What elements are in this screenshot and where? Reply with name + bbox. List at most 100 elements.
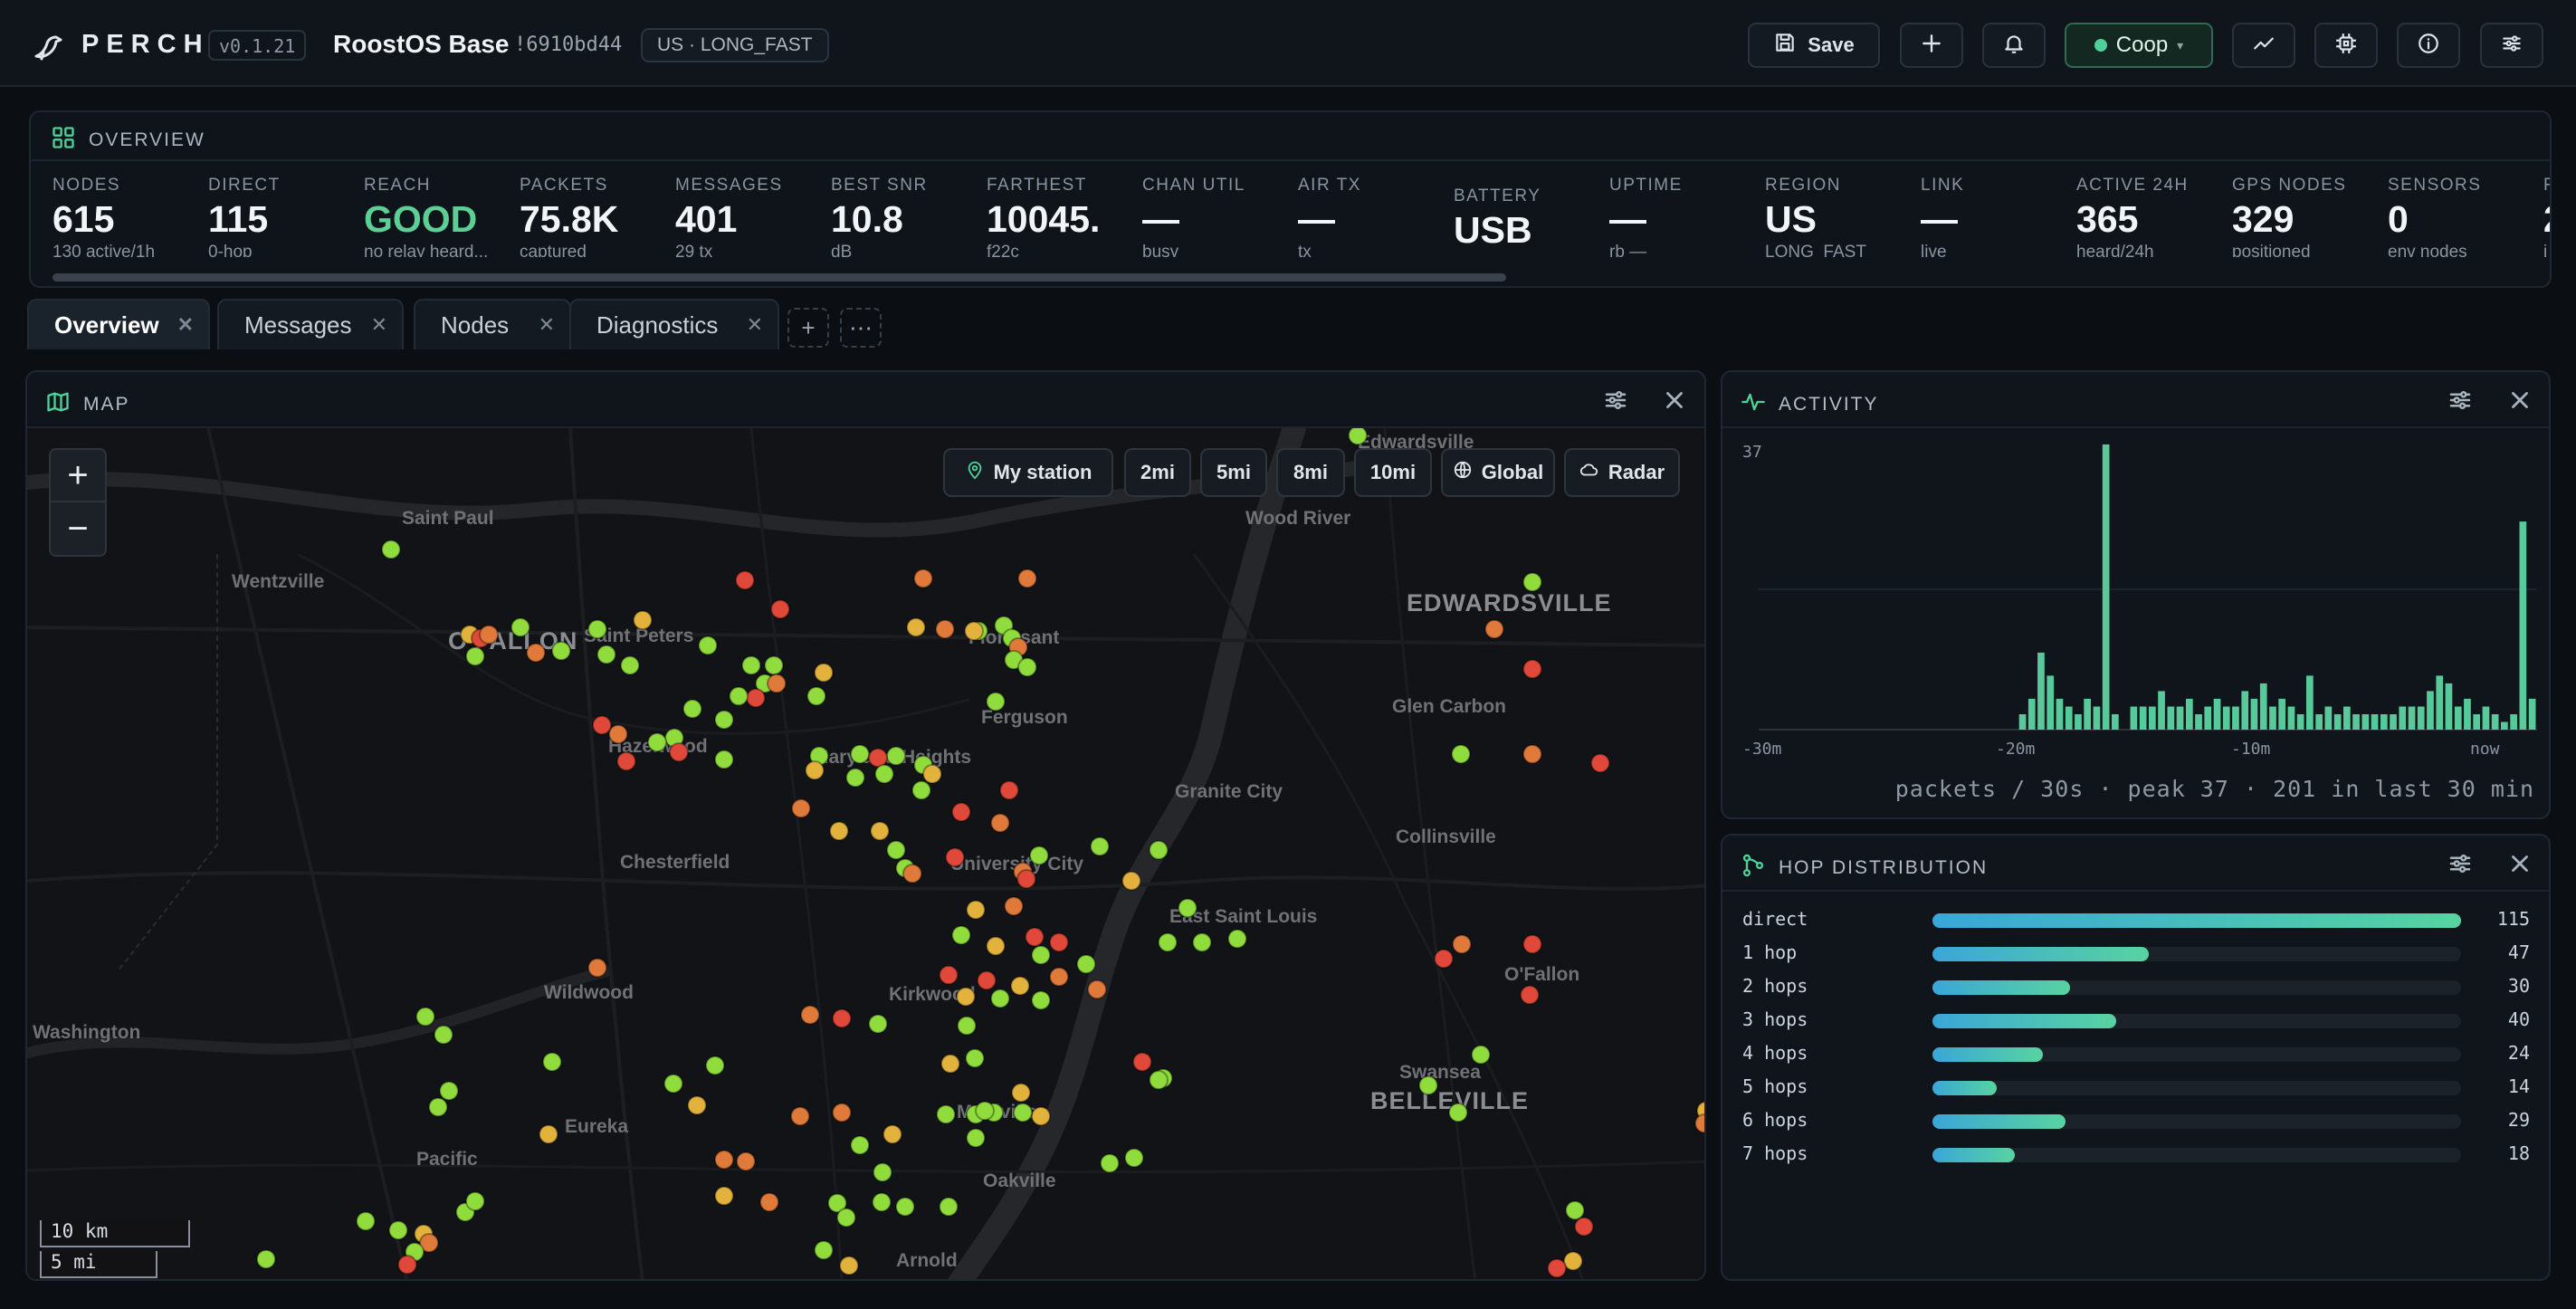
node-marker[interactable] <box>1522 659 1542 679</box>
node-marker[interactable] <box>735 570 755 590</box>
node-marker[interactable] <box>990 813 1010 833</box>
node-marker[interactable] <box>1448 1103 1468 1123</box>
node-marker[interactable] <box>356 1211 376 1231</box>
node-marker[interactable] <box>1547 1258 1567 1278</box>
node-marker[interactable] <box>945 847 965 867</box>
node-marker[interactable] <box>902 864 922 884</box>
node-marker[interactable] <box>911 780 931 800</box>
node-marker[interactable] <box>592 715 612 735</box>
close-icon[interactable] <box>1661 387 1688 414</box>
node-marker[interactable] <box>714 750 734 769</box>
node-marker[interactable] <box>845 768 865 788</box>
close-icon[interactable]: ✕ <box>177 313 194 336</box>
node-marker[interactable] <box>936 1104 956 1124</box>
node-marker[interactable] <box>829 821 849 841</box>
settings-button[interactable] <box>2480 23 2543 68</box>
node-marker[interactable] <box>705 1056 725 1075</box>
zoom-in-button[interactable]: + <box>49 448 107 502</box>
node-marker[interactable] <box>729 686 749 706</box>
map-canvas[interactable]: Saint Paul Wentzville O'FALLON Saint Pet… <box>27 428 1706 1281</box>
node-marker[interactable] <box>966 900 986 920</box>
profile-selector[interactable]: Coop ▾ <box>2065 23 2213 68</box>
node-marker[interactable] <box>1013 1103 1033 1123</box>
node-marker[interactable] <box>1100 1153 1120 1173</box>
node-marker[interactable] <box>1132 1052 1152 1072</box>
close-icon[interactable]: ✕ <box>746 313 763 336</box>
zoom-out-button[interactable]: − <box>49 502 107 557</box>
activity-button[interactable] <box>2232 23 2295 68</box>
node-marker[interactable] <box>770 599 790 619</box>
tab-overview[interactable]: Overview ✕ <box>27 299 210 349</box>
node-marker[interactable] <box>791 798 811 818</box>
range-10mi-button[interactable]: 10mi <box>1354 448 1432 497</box>
node-marker[interactable] <box>805 760 825 780</box>
node-marker[interactable] <box>965 1048 985 1068</box>
node-marker[interactable] <box>465 1191 485 1211</box>
region-chip[interactable]: US · LONG_FAST <box>641 28 829 62</box>
node-marker[interactable] <box>587 619 607 639</box>
node-marker[interactable] <box>687 1095 707 1115</box>
node-marker[interactable] <box>663 1074 683 1094</box>
node-marker[interactable] <box>839 1256 859 1276</box>
node-marker[interactable] <box>1227 929 1247 949</box>
node-marker[interactable] <box>1192 932 1212 952</box>
node-marker[interactable] <box>647 732 667 752</box>
node-marker[interactable] <box>850 1135 870 1155</box>
node-marker[interactable] <box>957 1016 977 1036</box>
node-marker[interactable] <box>759 1192 779 1212</box>
node-marker[interactable] <box>814 663 834 683</box>
node-marker[interactable] <box>832 1103 852 1123</box>
node-marker[interactable] <box>1010 976 1030 996</box>
node-marker[interactable] <box>956 987 976 1007</box>
info-button[interactable] <box>2397 23 2460 68</box>
node-marker[interactable] <box>940 1054 960 1074</box>
node-marker[interactable] <box>1049 967 1069 987</box>
node-marker[interactable] <box>1031 945 1051 965</box>
range-2mi-button[interactable]: 2mi <box>1124 448 1191 497</box>
node-marker[interactable] <box>935 619 955 639</box>
node-marker[interactable] <box>939 1197 959 1217</box>
node-marker[interactable] <box>951 802 971 822</box>
node-marker[interactable] <box>1076 954 1096 974</box>
node-marker[interactable] <box>1471 1045 1491 1065</box>
node-marker[interactable] <box>951 925 971 945</box>
node-marker[interactable] <box>510 617 530 637</box>
node-marker[interactable] <box>986 936 1006 956</box>
node-marker[interactable] <box>1017 569 1037 588</box>
close-icon[interactable]: ✕ <box>370 313 387 336</box>
node-marker[interactable] <box>633 610 653 630</box>
node-marker[interactable] <box>990 989 1010 1008</box>
radar-button[interactable]: Radar <box>1564 448 1680 497</box>
node-marker[interactable] <box>922 764 942 784</box>
node-marker[interactable] <box>465 646 485 666</box>
node-marker[interactable] <box>1090 836 1110 856</box>
node-marker[interactable] <box>741 655 761 675</box>
node-marker[interactable] <box>714 1150 734 1170</box>
node-marker[interactable] <box>806 686 826 706</box>
node-marker[interactable] <box>1124 1148 1144 1168</box>
node-markers-layer[interactable] <box>27 428 1706 1281</box>
node-marker[interactable] <box>1031 1106 1051 1126</box>
node-marker[interactable] <box>746 688 766 708</box>
node-marker[interactable] <box>895 1197 915 1217</box>
node-marker[interactable] <box>977 970 997 990</box>
close-icon[interactable]: ✕ <box>538 313 555 336</box>
node-marker[interactable] <box>906 617 926 637</box>
device-button[interactable] <box>2314 23 2378 68</box>
node-marker[interactable] <box>596 645 616 664</box>
node-marker[interactable] <box>714 1186 734 1206</box>
node-marker[interactable] <box>1087 979 1107 999</box>
node-marker[interactable] <box>874 764 894 784</box>
node-marker[interactable] <box>1348 428 1368 445</box>
sliders-icon[interactable] <box>2447 387 2474 414</box>
node-marker[interactable] <box>999 780 1019 800</box>
node-marker[interactable] <box>886 840 906 860</box>
node-marker[interactable] <box>669 742 689 762</box>
node-marker[interactable] <box>986 692 1006 712</box>
node-marker[interactable] <box>1694 1113 1706 1133</box>
add-tab-button[interactable]: + <box>787 308 829 348</box>
node-marker[interactable] <box>850 744 870 764</box>
node-marker[interactable] <box>873 1162 892 1182</box>
node-marker[interactable] <box>767 674 787 693</box>
node-marker[interactable] <box>872 1192 892 1212</box>
